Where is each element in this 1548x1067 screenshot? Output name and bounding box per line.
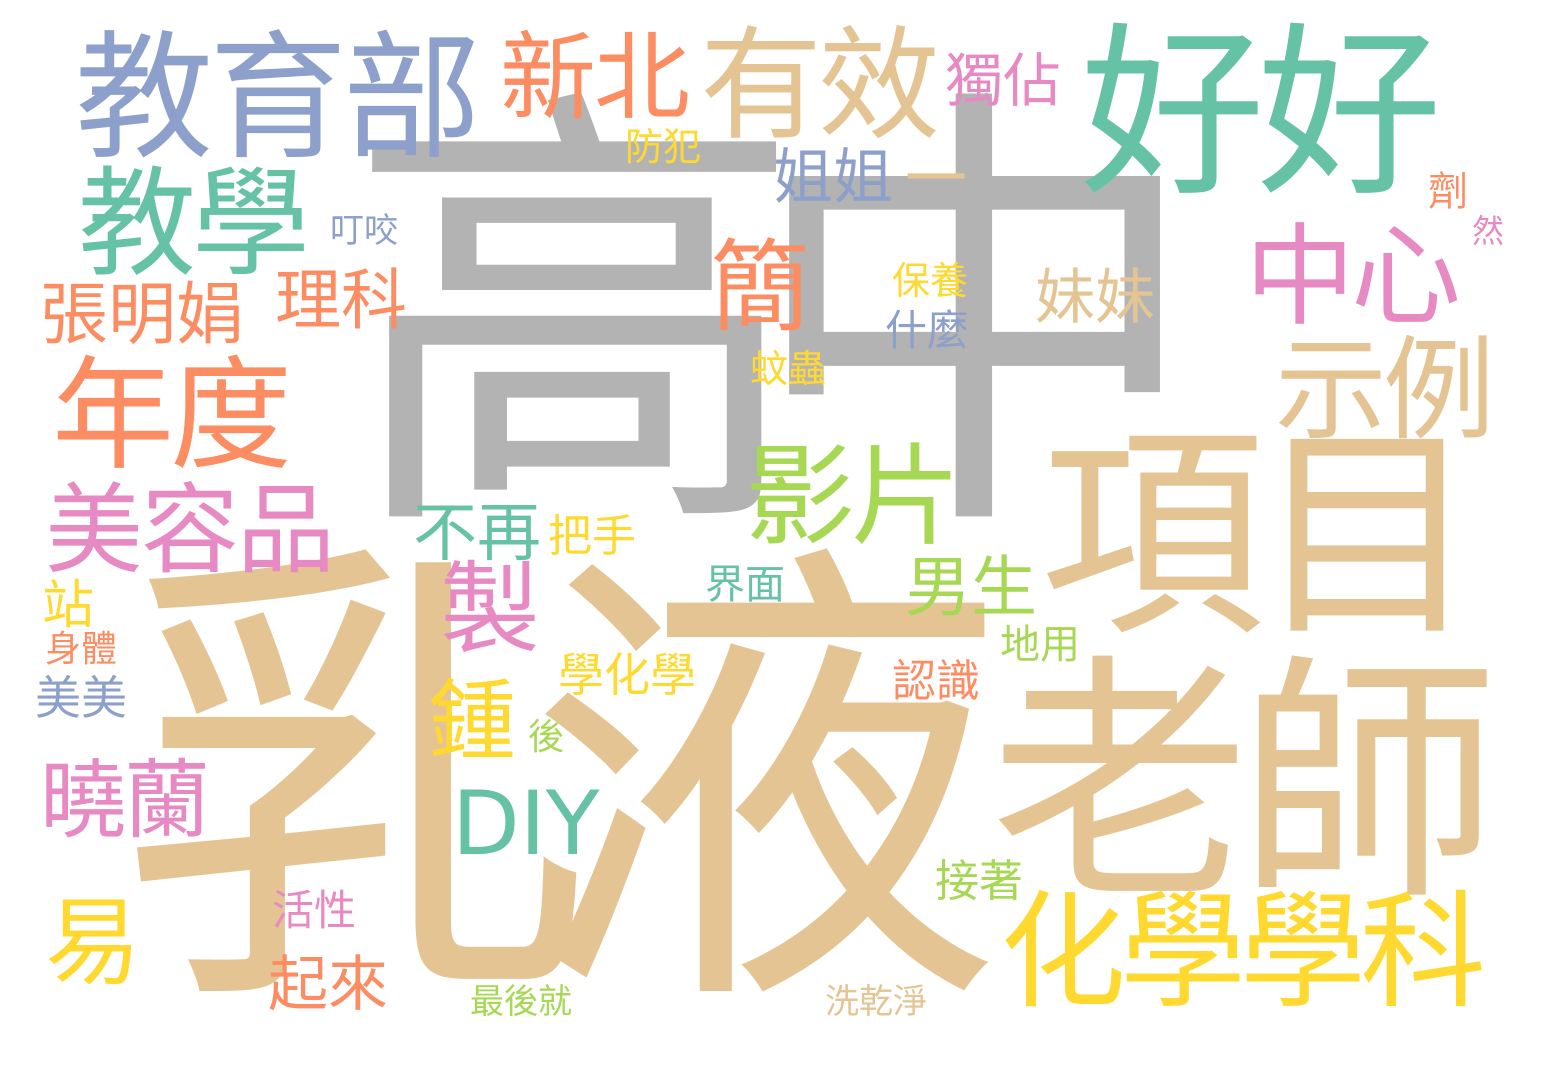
- word-shili: 示例: [1275, 326, 1495, 456]
- word-xinbei: 新北: [500, 22, 690, 134]
- word-zhan: 站: [42, 576, 95, 636]
- word-qilai: 起來: [268, 950, 388, 1020]
- word-haohao: 好好: [1080, 6, 1442, 222]
- word-wenchong: 蚊蟲: [750, 347, 827, 391]
- word-xiaolan: 曉蘭: [40, 751, 210, 851]
- word-jiaoyubu: 教育部: [75, 18, 481, 179]
- word-ran: 然: [1472, 212, 1505, 250]
- word-duzhan: 獨佔: [945, 47, 1062, 115]
- word-xiangmu: 項目: [1040, 406, 1480, 668]
- word-gaozhong: 高中: [345, 54, 1205, 589]
- word-huoxing: 活性: [272, 886, 357, 935]
- word-xiganjing: 洗乾淨: [825, 982, 927, 1022]
- word-yingpian: 影片: [745, 433, 961, 561]
- word-meirongpin: 美容品: [45, 474, 335, 588]
- word-zuihoujiu: 最後就: [470, 982, 572, 1022]
- word-laoshi: 老師: [990, 634, 1498, 936]
- word-jiemian: 界面: [705, 562, 785, 608]
- word-meimei: 妹妹: [1035, 263, 1155, 333]
- word-jiejie: 姐姐: [773, 143, 893, 213]
- word-nansheng: 男生: [905, 549, 1037, 626]
- word-zhongxin: 中心: [1245, 213, 1461, 341]
- word-jian: 簡: [710, 229, 810, 346]
- word-diy: DIY: [452, 772, 600, 875]
- word-youxiao: 有效: [700, 15, 940, 157]
- word-shenti: 身體: [45, 629, 118, 670]
- word-renshi: 認識: [892, 656, 980, 707]
- word-ruye: 乳液: [115, 508, 1005, 1067]
- word-hou: 後: [528, 717, 565, 758]
- word-yi-easy: 易: [45, 887, 141, 999]
- word-baoyang: 保養: [892, 259, 969, 303]
- word-zhong: 鍾: [428, 670, 517, 773]
- word-jiezhe: 接著: [935, 856, 1023, 907]
- word-yi-one: 一: [905, 142, 968, 215]
- word-zhi: 製: [440, 551, 540, 668]
- word-diyong: 地用: [1000, 622, 1080, 668]
- word-jiaoxue: 教學: [78, 155, 310, 293]
- word-dingyao: 叮咬: [330, 211, 398, 251]
- word-shenme: 什麼: [885, 306, 970, 355]
- word-niandu: 年度: [52, 345, 292, 487]
- word-huaxuexueke: 化學學科: [1000, 879, 1486, 1026]
- word-zhangmingjuan: 張明娟: [40, 276, 245, 355]
- word-bashou: 把手: [548, 511, 636, 562]
- word-like: 理科: [275, 262, 407, 339]
- word-buzai: 不再: [413, 497, 541, 571]
- word-meimei-pretty: 美美: [35, 671, 127, 725]
- word-ji: 劑: [1428, 169, 1468, 215]
- word-fangfan: 防犯: [625, 125, 702, 169]
- word-xuehuaxue: 學化學: [558, 648, 696, 702]
